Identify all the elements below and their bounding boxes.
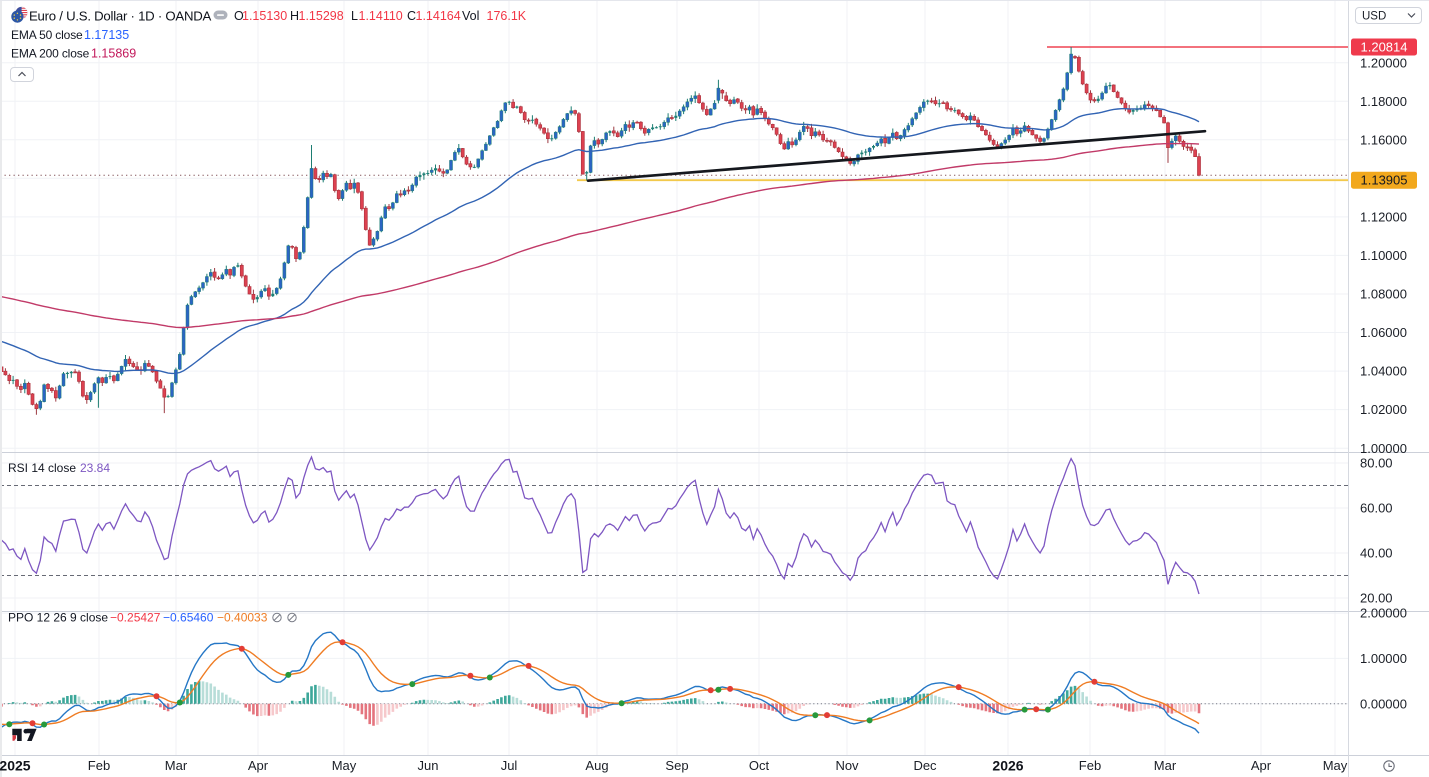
svg-text:176.1K: 176.1K — [487, 9, 527, 23]
svg-text:80.00: 80.00 — [1360, 456, 1393, 471]
svg-text:USD: USD — [1362, 11, 1386, 23]
svg-text:−0.25427: −0.25427 — [110, 611, 161, 625]
svg-text:Jul: Jul — [501, 758, 518, 773]
svg-text:2.00000: 2.00000 — [1360, 606, 1407, 621]
svg-text:EMA 200 close: EMA 200 close — [11, 47, 90, 61]
svg-text:1.14110: 1.14110 — [359, 9, 403, 23]
svg-text:EMA 50 close: EMA 50 close — [11, 28, 83, 42]
svg-text:H: H — [290, 9, 299, 23]
svg-text:O: O — [234, 9, 244, 23]
svg-text:1.04000: 1.04000 — [1360, 364, 1407, 379]
svg-text:Mar: Mar — [1154, 758, 1177, 773]
svg-text:2025: 2025 — [0, 758, 31, 774]
svg-text:L: L — [351, 9, 358, 23]
svg-text:May: May — [1323, 758, 1348, 773]
svg-text:1.15130: 1.15130 — [242, 9, 287, 23]
svg-text:1.02000: 1.02000 — [1360, 402, 1407, 417]
svg-text:1.12000: 1.12000 — [1360, 210, 1407, 225]
svg-text:1.14164: 1.14164 — [416, 9, 461, 23]
svg-text:1.08000: 1.08000 — [1360, 287, 1407, 302]
svg-text:1.20000: 1.20000 — [1360, 55, 1407, 70]
svg-text:1.10000: 1.10000 — [1360, 248, 1407, 263]
svg-text:1.18000: 1.18000 — [1360, 94, 1407, 109]
svg-text:Euro / U.S. Dollar · 1D · OAND: Euro / U.S. Dollar · 1D · OANDA — [29, 8, 211, 23]
svg-text:C: C — [407, 9, 416, 23]
svg-text:Apr: Apr — [1251, 758, 1272, 773]
svg-text:60.00: 60.00 — [1360, 501, 1393, 516]
svg-text:1.00000: 1.00000 — [1360, 441, 1407, 456]
svg-text:1.17135: 1.17135 — [84, 28, 129, 42]
svg-text:Oct: Oct — [749, 758, 770, 773]
svg-text:2026: 2026 — [992, 758, 1023, 774]
svg-text:1.06000: 1.06000 — [1360, 325, 1407, 340]
svg-text:Aug: Aug — [585, 758, 608, 773]
svg-text:1.20814: 1.20814 — [1361, 39, 1408, 54]
svg-text:Feb: Feb — [88, 758, 110, 773]
svg-text:1.13905: 1.13905 — [1361, 173, 1408, 188]
svg-text:−0.65460: −0.65460 — [163, 611, 214, 625]
svg-text:40.00: 40.00 — [1360, 546, 1393, 561]
svg-text:Nov: Nov — [835, 758, 859, 773]
svg-text:23.84: 23.84 — [80, 461, 110, 475]
svg-text:1.15869: 1.15869 — [91, 47, 136, 61]
svg-text:May: May — [332, 758, 357, 773]
svg-text:Jun: Jun — [418, 758, 439, 773]
svg-text:Feb: Feb — [1079, 758, 1101, 773]
svg-text:Vol: Vol — [462, 9, 479, 23]
svg-text:20.00: 20.00 — [1360, 591, 1393, 606]
svg-text:Mar: Mar — [165, 758, 188, 773]
svg-text:1.00000: 1.00000 — [1360, 651, 1407, 666]
svg-text:1.15298: 1.15298 — [299, 9, 344, 23]
svg-text:RSI 14 close: RSI 14 close — [8, 461, 76, 475]
svg-text:Sep: Sep — [665, 758, 688, 773]
svg-text:Apr: Apr — [248, 758, 269, 773]
svg-text:Dec: Dec — [913, 758, 937, 773]
svg-text:0.00000: 0.00000 — [1360, 696, 1407, 711]
svg-text:1.16000: 1.16000 — [1360, 132, 1407, 147]
svg-text:PPO 12 26 9 close: PPO 12 26 9 close — [8, 611, 108, 625]
svg-text:−0.40033: −0.40033 — [217, 611, 268, 625]
